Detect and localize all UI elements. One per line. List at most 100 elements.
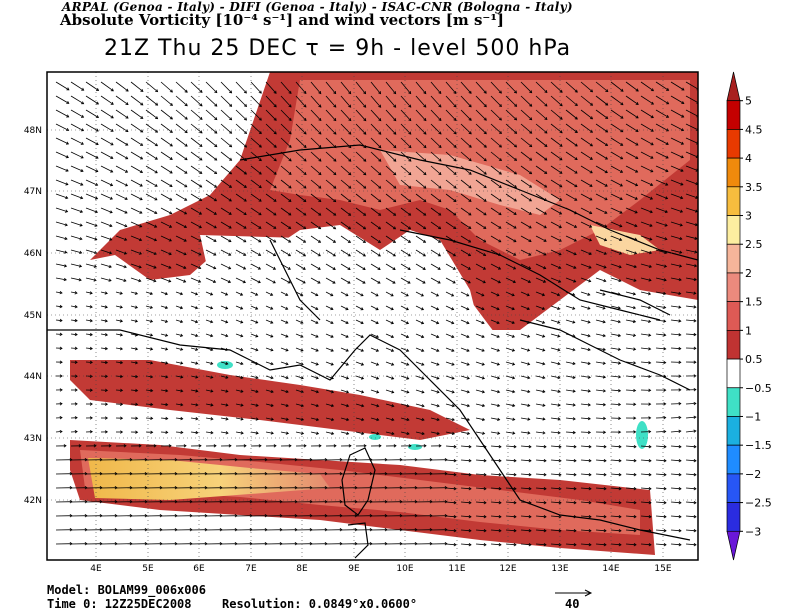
wind-vector xyxy=(490,277,501,283)
wind-vector-head xyxy=(227,279,232,284)
wind-vector-head xyxy=(165,361,169,365)
wind-vector xyxy=(505,291,515,296)
wind-vector-head xyxy=(154,224,158,228)
wind-vector xyxy=(310,403,319,407)
colorbar-swatch xyxy=(726,157,741,188)
wind-vector xyxy=(580,193,593,201)
wind-vector xyxy=(685,179,698,185)
wind-vector-head xyxy=(437,253,442,257)
wind-vector-head xyxy=(633,528,637,533)
wind-vector xyxy=(535,165,547,174)
wind-vector-head xyxy=(317,239,322,243)
wind-vector xyxy=(445,445,457,448)
wind-vector-head xyxy=(243,185,247,188)
wind-vector-head xyxy=(195,375,199,379)
wind-vector-head xyxy=(693,332,697,337)
wind-vector xyxy=(415,417,425,421)
wind-vector xyxy=(190,81,203,93)
wind-vector xyxy=(250,137,262,148)
wind-vector-head xyxy=(483,225,487,229)
wind-vector xyxy=(580,473,592,476)
wind-vector-head xyxy=(451,362,455,366)
wind-vector xyxy=(250,305,258,310)
wind-vector-head xyxy=(589,184,593,187)
wind-vector xyxy=(625,389,636,391)
wind-vector xyxy=(385,207,396,216)
wind-vector xyxy=(610,109,624,119)
wind-vector-head xyxy=(169,184,173,187)
wind-vector xyxy=(490,319,500,324)
wind-vector-head xyxy=(315,320,319,324)
wind-vector xyxy=(220,389,228,392)
negative-vorticity-blob-west xyxy=(217,361,233,369)
wind-vector xyxy=(55,263,67,267)
wind-vector xyxy=(220,347,228,351)
wind-vector xyxy=(70,123,84,132)
wind-vector-head xyxy=(559,116,563,120)
wind-vector-head xyxy=(74,346,78,351)
wind-vector xyxy=(595,361,606,364)
wind-vector xyxy=(625,263,637,268)
wind-vector xyxy=(160,277,171,282)
wind-vector-head xyxy=(573,542,577,547)
wind-vector xyxy=(325,403,334,407)
wind-vector xyxy=(685,235,698,240)
wind-vector-head xyxy=(180,416,184,421)
wind-vector xyxy=(505,165,517,175)
wind-vector xyxy=(505,515,517,518)
wind-vector xyxy=(640,263,652,268)
wind-vector-head xyxy=(513,500,517,505)
wind-vector-head xyxy=(214,90,218,94)
wind-vector-head xyxy=(363,91,367,95)
wind-vector xyxy=(175,221,187,228)
wind-vector-head xyxy=(318,185,322,189)
wind-vector xyxy=(190,403,198,406)
wind-vector xyxy=(415,291,424,297)
wind-vector-head xyxy=(648,361,652,365)
wind-vector xyxy=(130,319,138,322)
wind-vector xyxy=(235,95,247,107)
wind-vector xyxy=(310,235,321,243)
wind-vector xyxy=(445,81,457,94)
lat-label: 45N xyxy=(24,311,42,321)
wind-vector-head xyxy=(587,320,591,324)
wind-vector-head xyxy=(169,143,173,147)
wind-vector-head xyxy=(258,144,262,148)
wind-vector-head xyxy=(542,375,546,380)
wind-vector xyxy=(340,431,349,435)
wind-vector-head xyxy=(663,347,667,351)
wind-vector xyxy=(625,165,638,173)
wind-vector-head xyxy=(497,280,501,284)
wind-vector-head xyxy=(678,528,682,533)
wind-vector-head xyxy=(348,118,352,122)
wind-vector-head xyxy=(513,472,517,477)
wind-vector-head xyxy=(496,307,500,311)
wind-vector xyxy=(445,347,455,352)
wind-vector xyxy=(640,515,652,518)
wind-vector xyxy=(400,179,412,189)
wind-vector-head xyxy=(453,131,457,135)
colorbar-label: 4.5 xyxy=(745,123,763,136)
wind-vector-head xyxy=(59,388,63,392)
wind-vector-head xyxy=(559,103,563,107)
wind-vector-head xyxy=(678,415,682,420)
wind-vector-head xyxy=(360,293,364,297)
wind-vector xyxy=(400,221,411,230)
wind-vector-head xyxy=(603,238,608,242)
wind-vector xyxy=(325,291,333,296)
wind-vector xyxy=(670,249,682,254)
wind-vector-head xyxy=(529,171,533,175)
wind-vector-head xyxy=(528,528,532,533)
wind-vector xyxy=(685,543,697,546)
negative-vorticity-blob-sea xyxy=(408,444,422,450)
wind-vector-head xyxy=(270,376,274,380)
wind-vector-head xyxy=(64,223,68,227)
wind-vector-head xyxy=(243,144,248,148)
wind-vector-head xyxy=(303,239,307,243)
wind-vector-head xyxy=(199,170,203,174)
wind-vector-head xyxy=(633,374,637,379)
wind-vector-head xyxy=(154,170,158,174)
wind-vector-head xyxy=(420,293,424,297)
wind-vector xyxy=(385,109,397,121)
wind-vector-head xyxy=(66,87,70,91)
